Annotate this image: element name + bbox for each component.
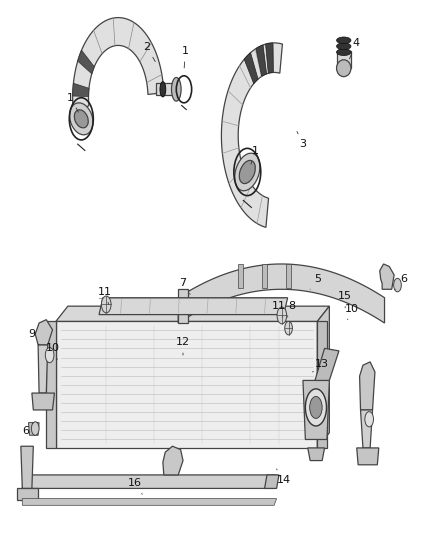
Polygon shape — [78, 50, 94, 74]
Polygon shape — [286, 264, 291, 288]
Circle shape — [102, 296, 111, 313]
Polygon shape — [28, 423, 39, 435]
Polygon shape — [308, 448, 325, 461]
Text: 6: 6 — [23, 423, 33, 436]
Ellipse shape — [172, 77, 181, 101]
Polygon shape — [155, 83, 176, 95]
Polygon shape — [318, 321, 327, 448]
Polygon shape — [222, 43, 283, 228]
Polygon shape — [315, 349, 339, 381]
Polygon shape — [303, 381, 329, 440]
Text: 2: 2 — [144, 42, 155, 62]
Polygon shape — [22, 498, 276, 505]
Polygon shape — [46, 321, 56, 448]
Ellipse shape — [336, 49, 351, 55]
Polygon shape — [318, 306, 329, 448]
Polygon shape — [21, 446, 33, 488]
Polygon shape — [380, 264, 394, 289]
Circle shape — [305, 389, 326, 426]
Polygon shape — [32, 393, 54, 410]
Polygon shape — [73, 18, 164, 110]
Ellipse shape — [235, 153, 260, 191]
Polygon shape — [35, 320, 53, 345]
Text: 8: 8 — [288, 301, 296, 317]
Polygon shape — [244, 53, 258, 84]
Circle shape — [277, 307, 286, 324]
Text: 14: 14 — [276, 469, 291, 485]
Text: 7: 7 — [180, 278, 190, 294]
Circle shape — [365, 411, 374, 427]
Text: 3: 3 — [297, 132, 307, 149]
Polygon shape — [357, 448, 379, 465]
Circle shape — [45, 348, 54, 362]
Ellipse shape — [70, 103, 93, 135]
Polygon shape — [73, 83, 89, 96]
Polygon shape — [22, 475, 276, 488]
Text: 1: 1 — [67, 93, 78, 112]
Polygon shape — [262, 264, 267, 288]
Text: 12: 12 — [176, 337, 190, 355]
Text: 1: 1 — [182, 46, 189, 68]
Circle shape — [394, 278, 401, 292]
Polygon shape — [178, 264, 385, 323]
Text: 5: 5 — [310, 274, 321, 289]
Polygon shape — [56, 306, 329, 321]
Ellipse shape — [74, 110, 88, 128]
Text: 10: 10 — [46, 343, 60, 359]
Polygon shape — [56, 321, 318, 448]
Text: 15: 15 — [338, 291, 352, 308]
Circle shape — [32, 422, 39, 435]
Polygon shape — [265, 43, 273, 73]
Polygon shape — [256, 45, 267, 76]
Circle shape — [310, 397, 322, 418]
Polygon shape — [178, 289, 188, 323]
Polygon shape — [360, 362, 375, 410]
Text: 16: 16 — [128, 478, 142, 494]
Text: 4: 4 — [350, 38, 359, 59]
Polygon shape — [265, 475, 279, 488]
Text: 9: 9 — [28, 329, 39, 345]
Ellipse shape — [336, 43, 351, 50]
Text: 1: 1 — [251, 146, 258, 164]
Polygon shape — [163, 446, 183, 475]
Text: 6: 6 — [396, 274, 407, 289]
Ellipse shape — [336, 37, 351, 44]
Polygon shape — [336, 51, 351, 68]
Polygon shape — [18, 488, 38, 500]
Ellipse shape — [336, 60, 351, 77]
Polygon shape — [238, 264, 243, 288]
Ellipse shape — [160, 82, 166, 97]
Text: 11: 11 — [98, 287, 112, 304]
Text: 13: 13 — [313, 359, 329, 372]
Ellipse shape — [239, 160, 255, 183]
Polygon shape — [38, 345, 48, 393]
Text: 11: 11 — [272, 301, 286, 317]
Circle shape — [285, 321, 293, 335]
Text: 10: 10 — [345, 304, 359, 320]
Polygon shape — [360, 410, 373, 448]
Polygon shape — [99, 298, 288, 314]
